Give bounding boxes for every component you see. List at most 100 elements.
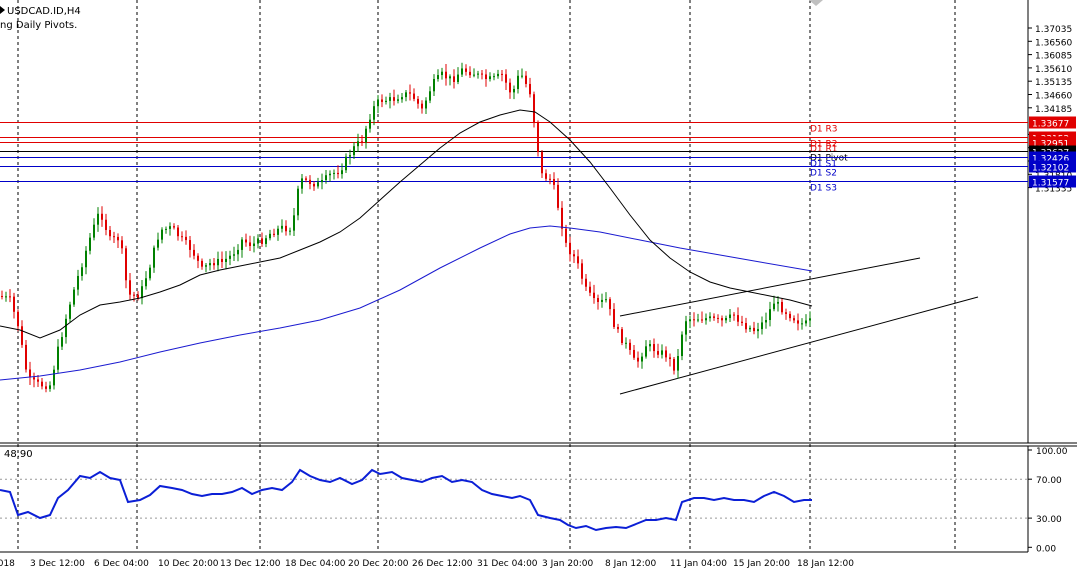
candle-body	[573, 254, 575, 257]
candle-body	[781, 301, 783, 313]
candle-body	[57, 346, 59, 370]
candle-body	[369, 119, 371, 129]
candle-body	[421, 103, 423, 109]
candle-body	[593, 292, 595, 299]
candle-body	[397, 99, 399, 101]
price-label: 1.35135	[1035, 78, 1072, 88]
candle-body	[177, 227, 179, 237]
candle-body	[653, 344, 655, 352]
candle-body	[341, 170, 343, 175]
candle-body	[669, 357, 671, 359]
candle-body	[613, 309, 615, 327]
candle-body	[393, 97, 395, 101]
price-label: 1.34185	[1035, 105, 1072, 115]
pivot-label-d1-s1: D1 S1	[810, 160, 837, 170]
candle-body	[153, 247, 155, 268]
symbol-title: USDCAD.ID,H4	[7, 6, 81, 17]
candle-body	[633, 349, 635, 358]
candle-body	[269, 233, 271, 239]
candle-body	[549, 178, 551, 180]
candle-body	[749, 327, 751, 330]
candle-body	[141, 286, 143, 299]
candle-body	[709, 316, 711, 319]
time-label: 18 Jan 12:00	[797, 559, 854, 569]
candle-body	[65, 318, 67, 338]
candle-body	[569, 242, 571, 255]
osc-label: 100.00	[1036, 447, 1068, 457]
candle-body	[357, 141, 359, 147]
symbol-arrow-icon	[0, 6, 5, 14]
candle-body	[89, 237, 91, 251]
candle-body	[401, 97, 403, 100]
price-label: 1.34660	[1035, 92, 1072, 102]
trendline-lower[interactable]	[619, 296, 979, 395]
candle-body	[209, 263, 211, 266]
candle-body	[161, 229, 163, 240]
candle-body	[645, 346, 647, 357]
candle-body	[353, 146, 355, 156]
osc-label: 70.00	[1036, 476, 1062, 486]
candle-body	[205, 265, 207, 267]
candle-body	[381, 99, 383, 102]
candle-body	[485, 74, 487, 80]
candle-body	[509, 82, 511, 93]
trendline-upper[interactable]	[619, 257, 921, 317]
candle-body	[673, 358, 675, 371]
candle-body	[193, 249, 195, 256]
pivot-label-d1-r3: D1 R3	[810, 125, 838, 135]
candle-body	[773, 303, 775, 310]
candle-body	[361, 141, 363, 143]
candle-body	[449, 76, 451, 79]
pivot-tag-bg-d1-s3	[1029, 175, 1076, 188]
osc-label: 30.00	[1036, 515, 1062, 525]
candle-body	[169, 226, 171, 229]
candle-body	[345, 156, 347, 171]
candle-body	[745, 323, 747, 330]
candle-body	[785, 312, 787, 314]
candle-body	[605, 299, 607, 301]
price-label: 1.36085	[1035, 52, 1072, 62]
time-label: 10 Dec 20:00	[158, 559, 219, 569]
candle-body	[497, 73, 499, 77]
candle-body	[657, 351, 659, 355]
candle-body	[377, 99, 379, 107]
candle-body	[793, 318, 795, 321]
candle-body	[189, 240, 191, 250]
candle-body	[325, 175, 327, 181]
candle-body	[285, 225, 287, 232]
candle-body	[313, 183, 315, 187]
time-scale: 2018 3 Dec 12:00 6 Dec 04:00 10 Dec 20:0013…	[0, 559, 854, 569]
candle-body	[797, 320, 799, 324]
candle-body	[457, 74, 459, 82]
pivot-tag-d1-r1: 1.32951	[1032, 140, 1069, 150]
candle-body	[597, 298, 599, 302]
oscillator-scale: 100.00 70.00 30.00 0.00	[1028, 447, 1068, 554]
candle-body	[581, 263, 583, 279]
candle-body	[37, 379, 39, 382]
candle-body	[309, 179, 311, 184]
candle-body	[809, 318, 811, 321]
candle-body	[241, 239, 243, 250]
pivot-tag-d1-s3: 1.31577	[1032, 179, 1069, 189]
pivot-tag-d1-s1: 1.32426	[1032, 155, 1069, 165]
candle-body	[717, 317, 719, 319]
candle-body	[701, 319, 703, 321]
candle-body	[85, 250, 87, 268]
candle-body	[641, 356, 643, 362]
candle-body	[769, 309, 771, 321]
candle-body	[73, 289, 75, 305]
candle-body	[233, 254, 235, 256]
candle-body	[437, 75, 439, 80]
candle-body	[741, 321, 743, 324]
candle-body	[721, 318, 723, 321]
time-label: 2018	[0, 559, 15, 569]
chart-shift-marker-icon[interactable]	[809, 0, 823, 6]
pivot-price-tags: 1.336771.331521.329511.326271.324261.321…	[1029, 116, 1076, 189]
vertical-grid	[17, 0, 956, 552]
candle-body	[117, 236, 119, 241]
candle-body	[273, 233, 275, 235]
candle-body	[761, 322, 763, 330]
candle-body	[537, 122, 539, 153]
